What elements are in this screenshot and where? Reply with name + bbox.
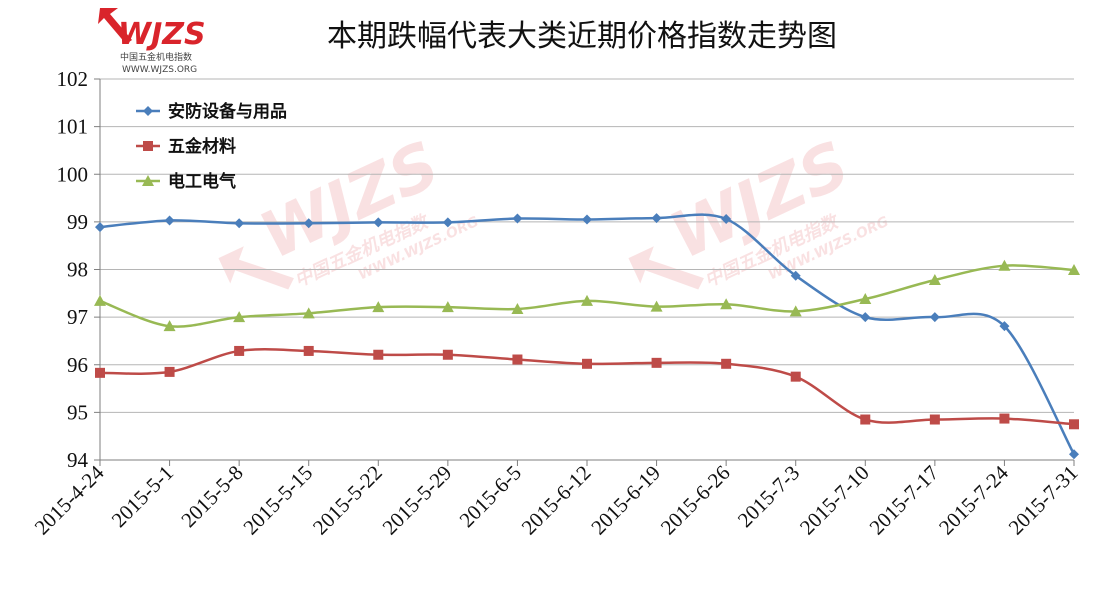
data-point: [442, 217, 453, 228]
data-point: [303, 218, 314, 229]
data-point: [581, 294, 593, 306]
data-point: [372, 301, 385, 313]
y-tick-label: 94: [67, 448, 89, 472]
logo-subtitle: 中国五金机电指数: [120, 51, 192, 63]
data-point: [860, 312, 871, 323]
series-layer: [94, 213, 1080, 460]
data-point: [164, 366, 175, 377]
data-point: [720, 298, 733, 310]
y-axis-ticks: 94 95 96 97 98 99 100 101 102: [57, 67, 100, 472]
data-point: [999, 413, 1010, 424]
data-point: [95, 367, 105, 378]
y-tick-label: 99: [67, 210, 88, 234]
data-point: [790, 371, 801, 382]
x-tick-label: 2015-5-15: [238, 461, 317, 540]
watermark-left: WJZS 中国五金机电指数 WWW.WJZS.ORG: [218, 128, 481, 292]
data-point: [582, 214, 592, 225]
gridlines: [100, 78, 1074, 461]
wjzs-logo: WJZS 中国五金机电指数 WWW.WJZS.ORG: [98, 8, 206, 75]
chart-title: 本期跌幅代表大类近期价格指数走势图: [327, 19, 837, 54]
data-point: [998, 259, 1011, 271]
data-point: [721, 214, 732, 225]
x-tick-label: 2015-4-24: [30, 460, 109, 539]
x-tick-label: 2015-6-19: [586, 461, 665, 540]
data-point: [651, 357, 662, 368]
x-tick-label: 2015-6-5: [455, 461, 526, 532]
logo-arrow-icon: [98, 8, 132, 44]
data-point: [164, 215, 175, 226]
data-point: [373, 217, 384, 228]
data-point: [1069, 419, 1079, 430]
data-point: [650, 300, 663, 312]
data-point: [859, 293, 872, 305]
legend-label: 电工电气: [168, 171, 236, 192]
data-point: [789, 305, 802, 317]
data-point: [442, 349, 453, 360]
legend-label: 安防设备与用品: [168, 101, 287, 122]
y-tick-label: 101: [57, 115, 89, 139]
x-tick-label: 2015-6-12: [517, 461, 596, 540]
x-tick-label: 2015-7-10: [795, 461, 874, 540]
data-point: [95, 222, 105, 233]
legend-label: 五金材料: [168, 136, 236, 157]
data-point: [1069, 449, 1079, 460]
y-tick-label: 102: [57, 67, 89, 91]
y-tick-label: 95: [67, 400, 88, 424]
data-point: [511, 303, 524, 315]
data-point: [790, 270, 801, 281]
x-tick-label: 2015-7-17: [865, 461, 944, 540]
data-point: [373, 349, 384, 360]
legend-marker: [143, 141, 153, 151]
data-point: [163, 320, 176, 332]
data-point: [721, 358, 732, 369]
legend-marker: [143, 106, 153, 116]
x-axis-ticks: 2015-4-242015-5-12015-5-82015-5-152015-5…: [30, 460, 1083, 539]
data-point: [582, 358, 592, 369]
data-point: [999, 321, 1010, 332]
data-point: [651, 213, 662, 224]
x-tick-label: 2015-7-24: [934, 460, 1013, 539]
data-point: [234, 345, 245, 356]
x-tick-label: 2015-5-1: [107, 461, 178, 532]
y-tick-label: 98: [67, 258, 88, 282]
data-point: [929, 312, 940, 323]
data-point: [860, 414, 871, 425]
data-point: [1068, 263, 1080, 275]
data-point: [94, 294, 106, 306]
x-tick-label: 2015-7-31: [1004, 461, 1083, 540]
x-tick-label: 2015-6-26: [656, 461, 735, 540]
data-point: [512, 213, 523, 224]
data-point: [928, 273, 941, 285]
series-line: [99, 213, 1076, 455]
data-point: [233, 311, 246, 323]
data-point: [234, 218, 245, 229]
logo-brand: WJZS: [118, 17, 206, 52]
x-tick-label: 2015-5-22: [308, 461, 387, 540]
data-point: [303, 345, 314, 356]
data-point: [441, 301, 454, 313]
data-point: [929, 414, 940, 425]
y-tick-label: 100: [57, 162, 89, 186]
legend-marker: [142, 175, 154, 186]
y-tick-label: 97: [67, 305, 88, 329]
x-tick-label: 2015-5-29: [378, 461, 457, 540]
x-tick-label: 2015-5-8: [176, 461, 247, 532]
logo-url: WWW.WJZS.ORG: [122, 65, 197, 75]
data-point: [512, 354, 523, 365]
x-tick-label: 2015-7-3: [733, 461, 804, 532]
data-point: [302, 307, 315, 319]
y-tick-label: 96: [67, 353, 88, 377]
